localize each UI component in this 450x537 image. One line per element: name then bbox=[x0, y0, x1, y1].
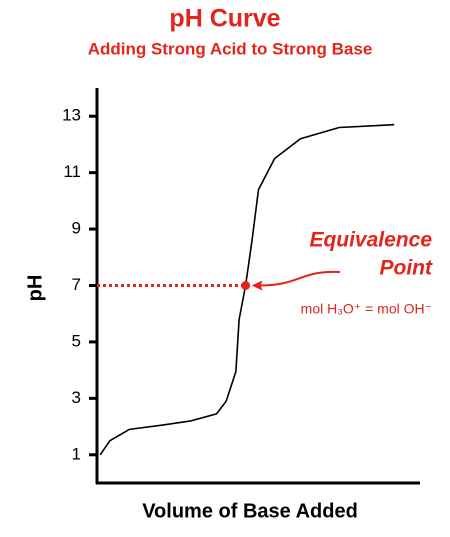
x-axis-label: Volume of Base Added bbox=[142, 500, 358, 522]
y-tick-label: 3 bbox=[72, 388, 81, 407]
y-tick-label: 1 bbox=[72, 444, 81, 463]
arrow-head bbox=[251, 280, 263, 291]
equivalence-point bbox=[241, 281, 251, 290]
y-tick-label: 9 bbox=[72, 219, 81, 238]
chart-title: pH Curve bbox=[169, 5, 280, 33]
y-tick-label: 7 bbox=[72, 275, 81, 294]
curve bbox=[99, 123, 395, 456]
y-tick-label: 11 bbox=[63, 162, 81, 181]
annotation-text: Equivalence bbox=[309, 229, 432, 252]
annotation-text: Point bbox=[380, 257, 433, 280]
annotation-arrow bbox=[257, 270, 341, 287]
y-axis-label: pH bbox=[24, 275, 46, 302]
y-tick-label: 13 bbox=[62, 106, 81, 125]
chart-subtitle: Adding Strong Acid to Strong Base bbox=[88, 39, 373, 58]
annotation-note: mol H₃O⁺ = mol OH⁻ bbox=[301, 301, 432, 317]
y-tick-label: 5 bbox=[72, 331, 81, 350]
